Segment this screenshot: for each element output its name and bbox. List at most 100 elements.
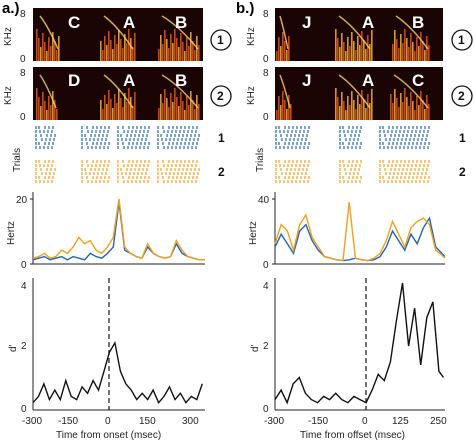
dprime-a-series	[32, 340, 203, 405]
panel-label-b: b.)	[236, 0, 254, 17]
spectrogram-a2-band-37	[170, 93, 172, 120]
spectrogram-b1-band-1	[278, 37, 280, 61]
spectrogram-b2-band-39	[410, 92, 412, 120]
spectrogram-b1-bands	[276, 15, 430, 61]
spectrogram-a2-band-19	[114, 94, 116, 120]
spectrogram-a2-band-2	[40, 106, 42, 120]
spectrogram-b2-band-10	[337, 97, 339, 120]
spectrogram-b2-band-2	[280, 105, 282, 120]
spectrogram-a1-band-7	[50, 46, 52, 61]
syllable-b2-3: C	[412, 71, 424, 90]
ylabel-trials-b: Trials	[255, 148, 266, 172]
spectrogram-a1-harmonic-31	[103, 15, 134, 50]
series-line-1-1	[274, 202, 446, 262]
syllable-a2-1: D	[68, 71, 80, 90]
spectrogram-a1-band-22	[118, 30, 120, 61]
spectrogram-b1-band-26	[371, 30, 373, 61]
spectrogram-b1-band-30	[396, 39, 398, 61]
spectrogram-a2-band-12	[100, 100, 102, 120]
dprime-b-xtick-2: -150	[308, 416, 328, 427]
spectrogram-a2-band-9	[54, 100, 56, 120]
spectrogram-a2-band-49	[194, 109, 196, 120]
dprime-plot-a: 4 2 0 d' -300 -150 0 150 300 Time from o…	[8, 278, 205, 441]
spectrogram-b2-band-31	[394, 89, 396, 120]
spectrogram-b1-band-44	[424, 50, 426, 61]
spectrogram-a1-band-32	[158, 49, 160, 61]
spectrogram-a1-band-21	[116, 44, 118, 61]
spectrogram-b1-band-40	[416, 37, 418, 61]
spectrogram-b2-band-20	[357, 95, 359, 120]
spectrogram-a2-band-28	[132, 106, 134, 120]
spectrogram-b1-band-32	[400, 34, 402, 61]
spectrogram-a2-band-26	[128, 88, 130, 120]
spectrogram-b2-band-21	[359, 104, 361, 120]
ylabel-khz-b1: KHz	[246, 27, 257, 46]
spectrogram-a1-band-24	[122, 48, 124, 61]
spectrogram-a2: D A B KHz 8 0 2	[3, 67, 232, 123]
spectrogram-b1-band-25	[369, 44, 371, 61]
spectrogram-a2-band-24	[124, 93, 126, 120]
spectrogram-b1-band-4	[284, 41, 286, 61]
rate-a-yticklabel-bottom: 0	[21, 260, 27, 271]
spectrogram-a2-band-47	[190, 91, 192, 120]
xlabel-a: Time from onset (msec)	[56, 430, 161, 441]
dprime-b-xtick-3: 0	[362, 416, 368, 427]
ylabel-hertz-b: Hertz	[248, 221, 259, 245]
row-marker-b2: 2	[458, 89, 465, 103]
spectrogram-a2-band-10	[56, 109, 58, 120]
spectrogram-a2-band-27	[130, 97, 132, 120]
spectrogram-a1-band-9	[54, 41, 56, 61]
spectrogram-b2-band-44	[420, 91, 422, 120]
rate-plot-b: 40 0 Hertz	[248, 192, 446, 271]
spectrogram-a1-band-0	[36, 29, 38, 61]
spectrogram-a1-band-20	[114, 35, 116, 61]
spectrogram-a2-band-42	[180, 92, 182, 120]
spectrogram-b2-band-13	[343, 101, 345, 120]
spectrogram-b2-band-5	[286, 109, 288, 120]
dprime-a-ytick-4: 4	[21, 281, 27, 292]
ylabel-hertz-a: Hertz	[6, 221, 17, 245]
spectrogram-b1-band-23	[365, 49, 367, 61]
spectrogram-a1-band-4	[44, 42, 46, 61]
xlabel-b: Time from offset (msec)	[300, 430, 405, 441]
spectrogram-b1-band-12	[343, 42, 345, 61]
spectrogram-b2-band-33	[398, 107, 400, 120]
ylabel-dprime-a: d'	[8, 344, 19, 352]
raster-b: Trials 1 2	[255, 126, 466, 183]
spectrogram-a1-band-27	[128, 29, 130, 61]
spectrogram-a1-band-38	[170, 34, 172, 61]
spectrogram-b1-band-13	[345, 51, 347, 61]
spectrogram-a2-band-39	[174, 88, 176, 120]
spectrogram-b2-band-46	[424, 109, 426, 120]
spectrogram-b2-band-26	[369, 103, 371, 120]
spectrogram-b2-band-40	[412, 101, 414, 120]
spectrogram-b1-band-33	[402, 43, 404, 61]
row-marker-circle-b1	[451, 29, 473, 51]
spectrogram-b2-band-15	[347, 96, 349, 120]
spectrogram-a2-band-17	[110, 99, 112, 120]
series-line-0-1	[32, 198, 205, 261]
syllable-a2-3: B	[175, 71, 187, 90]
spectrogram-a2-band-7	[50, 105, 52, 120]
spectrogram-b2-band-38	[408, 106, 410, 120]
raster-row-label-b1: 1	[459, 131, 466, 145]
ytick-b2-bottom: 0	[263, 112, 269, 123]
spectrogram-b2-band-37	[406, 97, 408, 120]
dprime-a-ytick-0: 0	[21, 404, 27, 415]
spectrogram-a1-band-48	[190, 32, 192, 61]
spectrogram-a1-band-43	[180, 33, 182, 61]
spectrogram-b2-band-7	[290, 104, 292, 120]
rate-b-yticklabel-bottom: 0	[263, 260, 269, 271]
spectrogram-a1-band-49	[192, 41, 194, 61]
spectrogram-b2-band-36	[404, 88, 406, 120]
row-marker-b1: 1	[458, 33, 465, 47]
spectrogram-b1-band-18	[355, 50, 357, 61]
spectrogram-a1-band-15	[104, 36, 106, 61]
spectrogram-a2-band-15	[106, 104, 108, 120]
spectrogram-a2-band-8	[52, 91, 54, 120]
spectrogram-a2-band-21	[118, 89, 120, 120]
spectrogram-a2-band-23	[122, 107, 124, 120]
spectrogram-b2-band-30	[392, 103, 394, 120]
raster-a: Trials 1 2	[12, 126, 225, 183]
spectrogram-a1-band-30	[134, 33, 136, 61]
